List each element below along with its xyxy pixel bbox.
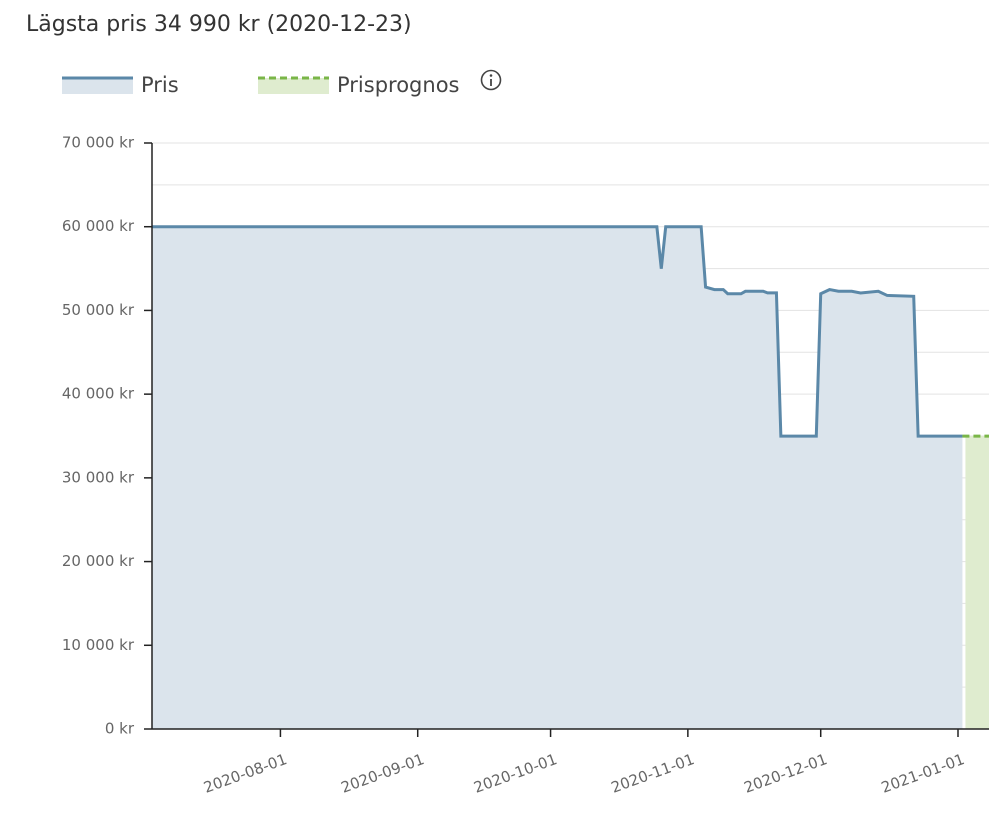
x-tick-label: 2021-01-01 <box>879 750 967 797</box>
y-tick-label: 40 000 kr <box>62 385 135 403</box>
y-tick-label: 10 000 kr <box>62 636 135 654</box>
x-tick-label: 2020-09-01 <box>339 750 427 797</box>
y-tick-label: 30 000 kr <box>62 468 135 486</box>
y-tick-label: 50 000 kr <box>62 301 135 319</box>
legend-swatch <box>62 78 133 94</box>
area <box>965 436 989 729</box>
y-tick-label: 60 000 kr <box>62 217 135 235</box>
y-tick-label: 0 kr <box>105 720 135 738</box>
x-tick-label: 2020-11-01 <box>609 750 697 797</box>
area <box>152 226 963 729</box>
x-tick-label: 2020-10-01 <box>471 750 559 797</box>
y-tick-label: 20 000 kr <box>62 552 135 570</box>
legend-swatch <box>258 78 329 94</box>
x-tick-label: 2020-12-01 <box>742 750 830 797</box>
y-tick-label: 70 000 kr <box>62 134 135 152</box>
chart-title: Lägsta pris 34 990 kr (2020-12-23) <box>26 12 412 37</box>
x-tick-label: 2020-08-01 <box>201 750 289 797</box>
info-icon <box>480 69 502 91</box>
legend-label: Prisprognos <box>337 73 459 97</box>
legend-label: Pris <box>141 73 179 97</box>
line <box>152 225 963 438</box>
